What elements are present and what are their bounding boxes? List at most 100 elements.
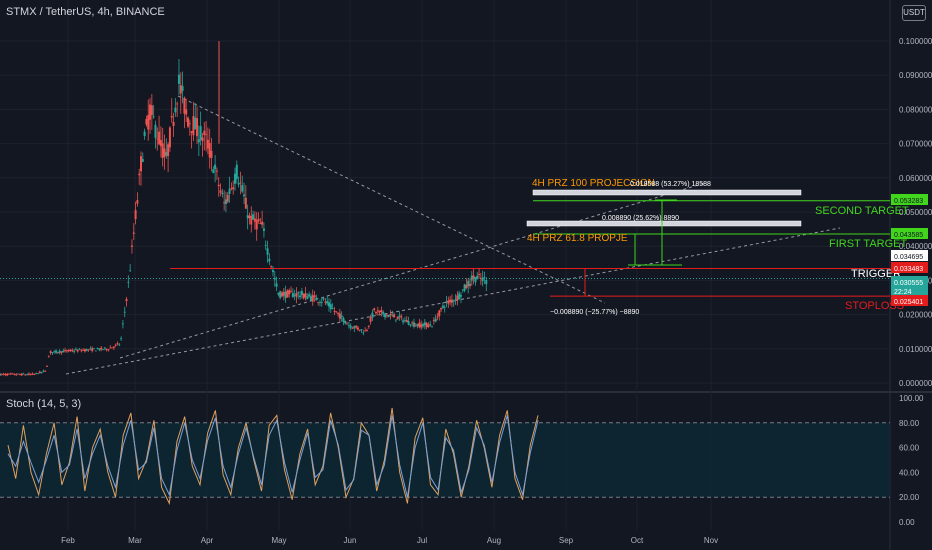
candle-body [179, 85, 182, 94]
candle-body [440, 308, 443, 310]
candle-body [73, 351, 76, 352]
candle-body [320, 302, 323, 303]
candle-body [322, 298, 325, 300]
candle-body [127, 282, 130, 283]
x-tick-label: Apr [201, 536, 214, 545]
price-label: 0.043585 [894, 232, 923, 239]
candle-body [36, 373, 39, 375]
candle-body [432, 319, 435, 321]
y-tick-label: 0.000000 [899, 379, 932, 388]
candle-body [483, 276, 486, 278]
candle-body [149, 104, 152, 120]
candle-body [145, 118, 148, 125]
price-label-bg [891, 194, 928, 205]
candle-body [159, 140, 162, 147]
candle-body [364, 330, 367, 332]
candle-body [60, 351, 63, 353]
candle-body [22, 373, 25, 375]
candle-body [78, 348, 81, 350]
candle-body [163, 148, 166, 157]
y-tick-label: 0.040000 [899, 242, 932, 251]
measure-down-label: −0.008890 (−25.77%) −8890 [550, 309, 639, 316]
candle-body [479, 278, 482, 279]
candle-body [100, 347, 103, 350]
candle-body [351, 328, 354, 329]
candle-body [105, 348, 108, 351]
candle-body [167, 144, 170, 157]
candle-body [356, 327, 359, 330]
candle-body [394, 319, 397, 321]
candle-body [335, 311, 338, 313]
candle-body [385, 314, 388, 316]
candle-body [217, 184, 220, 187]
price-labels: 0.053283 0.043585 0.034695 0.033483 0.030555… [891, 194, 928, 306]
candle-body [279, 291, 282, 298]
y-tick-label: 0.090000 [899, 71, 932, 80]
y-tick-label: 0.070000 [899, 140, 932, 149]
candle-body [0, 373, 1, 376]
candle-body [387, 315, 390, 318]
candle-body [273, 277, 276, 280]
candle-body [340, 315, 343, 318]
candle-body [467, 280, 470, 287]
candle-body [373, 308, 376, 310]
candle-body [64, 350, 67, 351]
candle-body [226, 194, 229, 202]
candle-body [69, 349, 72, 351]
candle-body [400, 316, 403, 318]
candle-body [83, 349, 86, 352]
annotations: 4H PRZ 100 PROJECSION 4H PRZ 61.8 PROPJE… [527, 178, 909, 316]
y-tick-label: 0.060000 [899, 174, 932, 183]
candle-body [89, 348, 92, 350]
candle-body [358, 329, 361, 331]
candle-body [2, 373, 5, 375]
candle-body [282, 291, 285, 296]
candle-body [369, 317, 372, 322]
candle-body [31, 373, 34, 375]
candle-body [140, 156, 143, 172]
candle-body [333, 310, 336, 312]
price-label-bg [891, 285, 928, 296]
candle-body [26, 374, 29, 376]
candle-body [241, 185, 244, 192]
candle-body [111, 347, 114, 349]
candle-body [224, 199, 227, 204]
candle-body [24, 374, 27, 376]
candle-body [33, 373, 36, 375]
candle-body [158, 131, 161, 145]
candle-body [181, 86, 184, 91]
candle-body [447, 300, 450, 304]
candle-body [107, 349, 110, 351]
candle-body [13, 373, 16, 375]
candle-body [253, 218, 256, 222]
candle-body [239, 182, 242, 184]
candle-body [328, 302, 331, 307]
candle-body [331, 308, 334, 309]
candle-body [27, 373, 30, 375]
price-label: 0.034695 [894, 254, 923, 261]
candle-body [422, 324, 425, 327]
trendlines [65, 95, 841, 375]
candle-body [297, 292, 300, 294]
candle-body [221, 192, 224, 195]
candle-body [201, 137, 204, 142]
candle-body [53, 350, 56, 352]
candle-body [234, 173, 237, 184]
candle-body [44, 370, 47, 372]
candle-body [71, 349, 74, 352]
candle-body [311, 295, 314, 302]
candle-body [315, 297, 318, 301]
candle-body [380, 310, 383, 313]
candle-body [93, 348, 96, 350]
candle-body [313, 295, 316, 297]
currency-badge[interactable]: USDT [902, 5, 926, 21]
stoch-y-tick-label: 60.00 [899, 444, 920, 453]
candle-body [114, 344, 117, 346]
candle-body [291, 293, 294, 298]
candle-body [187, 117, 190, 127]
candle-body [250, 215, 253, 225]
candle-body [192, 116, 195, 136]
candle-body [264, 244, 267, 246]
candle-body [20, 373, 23, 376]
